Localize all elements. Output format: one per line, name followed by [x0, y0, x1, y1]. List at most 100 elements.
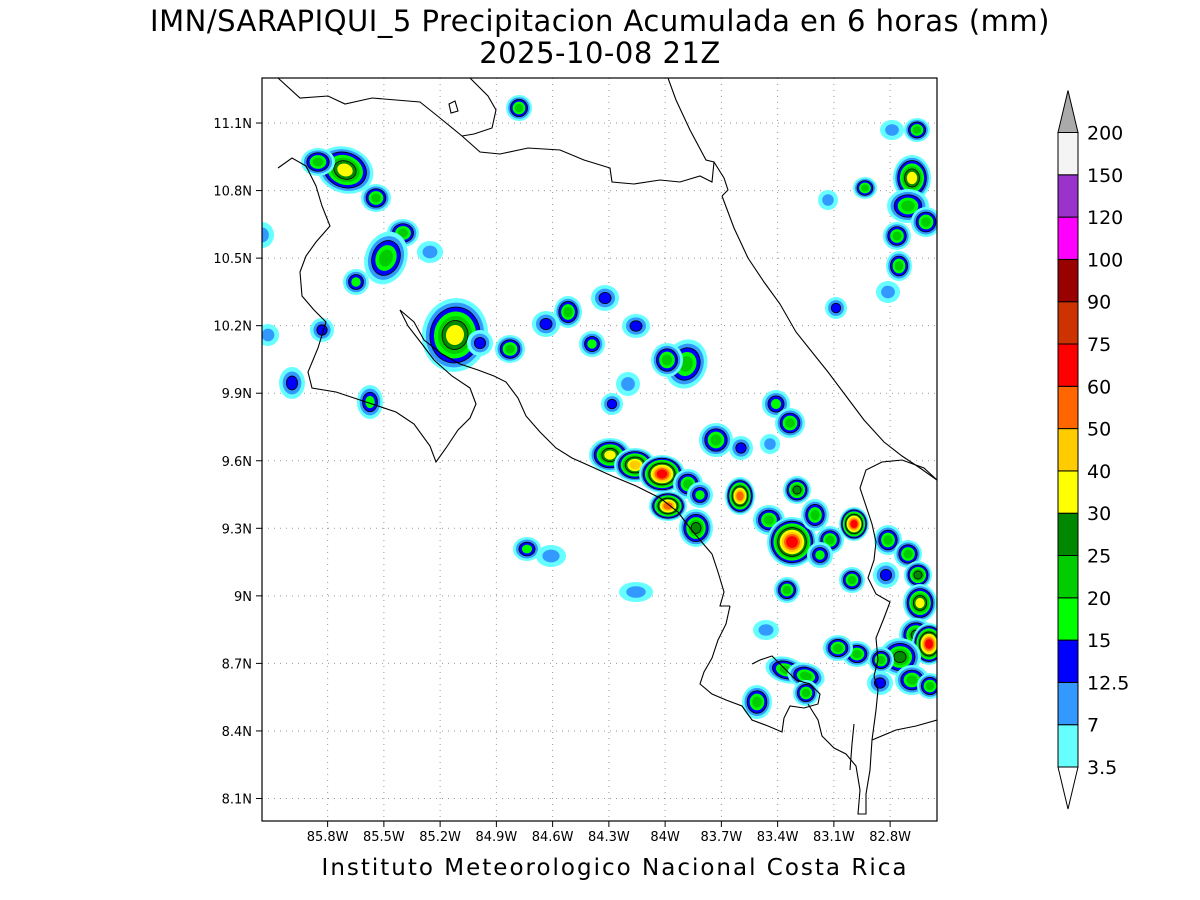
map-title: IMN/SARAPIQUI_5 Precipitacion Acumulada … — [150, 4, 1050, 38]
precip-cell — [532, 311, 560, 337]
precip-contour — [885, 124, 899, 136]
precip-cell — [807, 542, 833, 568]
precip-contour — [621, 377, 635, 391]
lat-tick-label: 9.3N — [222, 522, 252, 537]
legend-label: 200 — [1087, 123, 1123, 145]
precip-cell — [753, 620, 779, 640]
precip-cell — [262, 222, 274, 248]
precip-cell — [767, 517, 817, 567]
precip-contour — [626, 586, 646, 598]
precip-contour — [379, 249, 393, 267]
credit-text: Instituto Meteorologico Nacional Costa R… — [321, 855, 909, 881]
precip-contour — [810, 509, 820, 521]
precip-cell — [823, 635, 853, 661]
precip-contour — [913, 570, 923, 580]
precip-contour — [521, 544, 533, 554]
legend-color-box — [1057, 428, 1079, 472]
precip-cell — [279, 367, 305, 399]
legend-color-box — [1057, 724, 1079, 768]
legend-under-triangle — [1057, 766, 1079, 810]
precip-contour — [815, 550, 825, 560]
plot-frame — [261, 77, 938, 822]
legend-label: 20 — [1087, 588, 1111, 610]
precip-contour — [539, 317, 553, 331]
precip-cell — [886, 251, 912, 281]
lon-tick-label: 84W — [650, 830, 680, 845]
precip-cell — [364, 231, 408, 285]
lon-tick-label: 83.1W — [813, 830, 855, 845]
precip-cell — [361, 184, 391, 212]
lon-tick-label: 84.9W — [475, 830, 517, 845]
precip-contour — [800, 671, 812, 681]
precip-contour — [801, 688, 811, 698]
precip-contour — [906, 171, 918, 185]
legend-color-box — [1057, 132, 1079, 176]
precip-cell — [903, 584, 937, 622]
legend-label: 25 — [1087, 546, 1111, 568]
precip-contour — [397, 228, 409, 238]
precip-cell — [699, 423, 733, 457]
precip-contour — [371, 193, 381, 203]
precip-cell — [825, 297, 847, 319]
precip-cell — [467, 330, 493, 356]
panama-coast — [871, 719, 937, 741]
precip-cell — [725, 477, 755, 515]
precip-cell — [867, 671, 893, 695]
precip-cell — [793, 680, 819, 706]
precip-contour — [822, 194, 834, 206]
precip-cell — [591, 285, 619, 311]
precip-cell — [343, 269, 369, 295]
longitude-axis: 85.8W 85.5W 85.2W 84.9W 84.6W 84.3W 84W 83.7W 83… — [307, 821, 911, 845]
precip-contour — [852, 649, 862, 659]
precip-cell — [417, 241, 443, 263]
precip-contour — [883, 535, 893, 545]
precip-contour — [473, 336, 487, 350]
panama-border — [859, 459, 937, 677]
legend-label: 7 — [1087, 715, 1099, 737]
precip-contour — [285, 375, 299, 391]
precip-cell — [554, 296, 582, 328]
precip-contour — [770, 398, 782, 410]
precip-cell — [775, 408, 805, 438]
precip-cell — [876, 281, 900, 303]
color-legend: 3.5 7 12.5 15 20 25 30 40 50 60 75 90 100 120 150 200 — [1057, 90, 1129, 810]
precip-contour — [337, 163, 353, 177]
legend-label: 30 — [1087, 503, 1111, 525]
lon-tick-label: 84.3W — [588, 830, 630, 845]
precip-contour — [847, 575, 857, 585]
legend-label: 90 — [1087, 292, 1111, 314]
precip-cell — [742, 685, 772, 719]
lon-tick-label: 82.8W — [869, 830, 911, 845]
legend-color-box — [1057, 301, 1079, 345]
osa-peninsula — [699, 605, 821, 733]
precip-cell — [880, 120, 904, 140]
precip-contour — [879, 568, 893, 582]
precip-contour — [921, 217, 931, 227]
lon-tick-label: 85.5W — [363, 830, 405, 845]
precip-contour — [915, 597, 925, 609]
precip-cell — [873, 562, 899, 588]
precip-cell — [818, 190, 838, 210]
legend-label: 150 — [1087, 165, 1123, 187]
lat-tick-label: 9.9N — [222, 387, 252, 402]
precip-cell — [536, 545, 566, 567]
lon-tick-label: 84.6W — [532, 830, 574, 845]
precip-cell — [904, 118, 930, 142]
precip-cell — [622, 314, 650, 338]
precip-cell — [783, 476, 811, 504]
precip-contour — [892, 231, 902, 241]
precip-cell — [894, 540, 922, 568]
precip-contour — [782, 585, 792, 595]
precip-contour — [598, 291, 612, 305]
legend-label: 50 — [1087, 419, 1111, 441]
pacific-coast-guanacaste — [277, 157, 477, 464]
precip-contour — [764, 438, 776, 450]
precip-contour — [758, 624, 774, 636]
precip-cell — [904, 561, 932, 589]
precip-contour — [695, 490, 705, 500]
precip-contour — [656, 469, 668, 479]
legend-label: 75 — [1087, 334, 1111, 356]
precip-contour — [830, 302, 842, 314]
precip-cell — [801, 499, 829, 531]
golfo-dulce — [807, 675, 879, 815]
